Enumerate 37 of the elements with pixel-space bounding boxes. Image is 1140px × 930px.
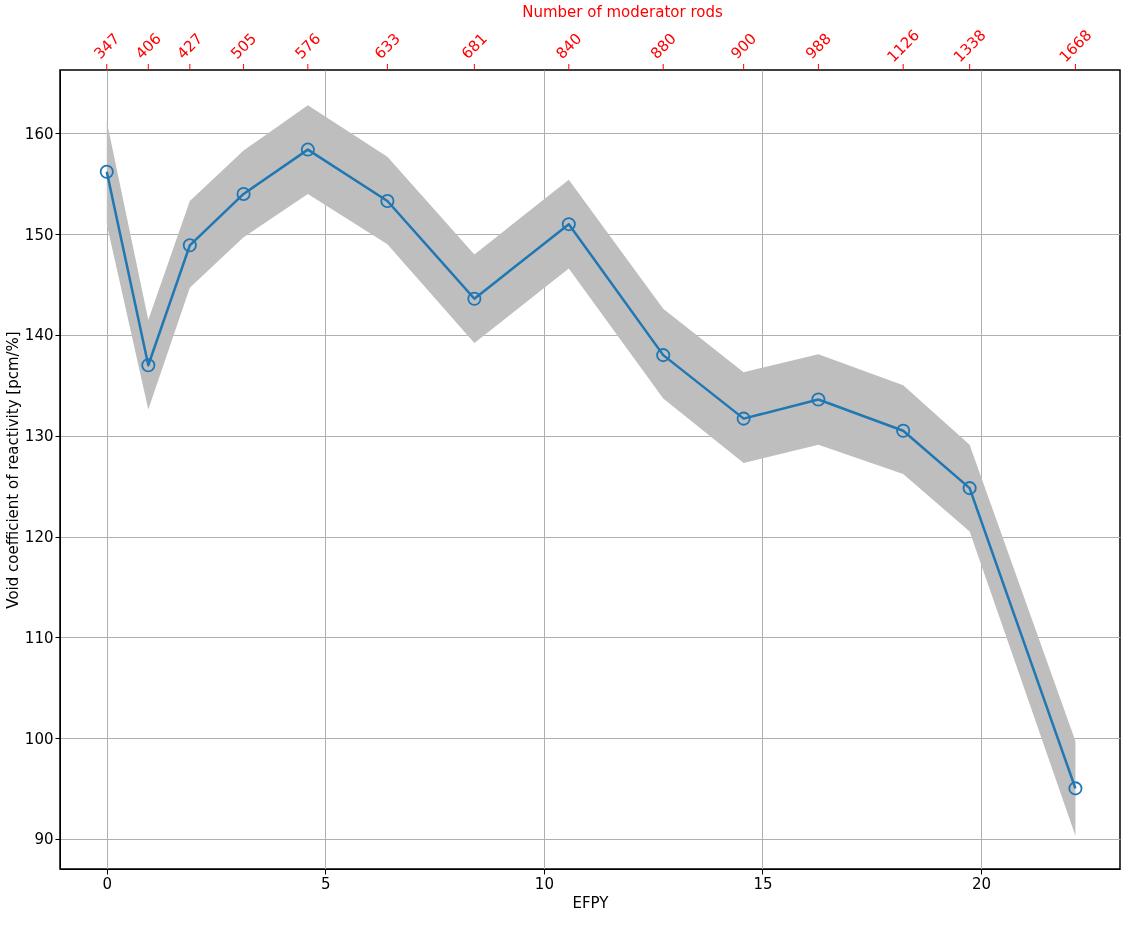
- annotation: 406: [131, 29, 165, 63]
- x-tick-label: 15: [753, 874, 773, 893]
- point: [380, 193, 395, 208]
- y-tick-label: 140: [24, 326, 54, 345]
- x-tick-label: 20: [971, 874, 992, 893]
- point: [896, 423, 911, 438]
- x-tick-label: 5: [321, 874, 331, 893]
- point: [236, 186, 251, 201]
- point: [99, 164, 114, 179]
- y-tick-label: 150: [24, 225, 54, 244]
- y-axis-title: Void coefficient of reactivity [pcm/%]: [3, 331, 22, 609]
- point: [962, 481, 977, 496]
- point: [300, 142, 315, 157]
- x-tick-label: 10: [534, 874, 554, 893]
- point: [1068, 781, 1083, 796]
- y-tick-label: 130: [24, 427, 54, 446]
- y-tick-label: 90: [34, 830, 54, 849]
- annotation: 681: [457, 29, 491, 63]
- annotation: 900: [727, 29, 761, 63]
- x-axis-title: EFPY: [572, 893, 610, 912]
- x-tick-label: 0: [102, 874, 113, 893]
- y-tick-label: 100: [24, 729, 54, 748]
- annotation: 633: [370, 29, 404, 63]
- y-tick-label: 160: [24, 124, 54, 143]
- point: [736, 411, 751, 426]
- y-tick-label: 110: [24, 628, 54, 647]
- point: [467, 291, 482, 306]
- annotation: 880: [646, 29, 680, 63]
- point: [811, 392, 826, 407]
- point: [561, 217, 576, 232]
- point: [182, 238, 197, 253]
- y-tick-label: 120: [24, 528, 54, 546]
- point: [141, 358, 156, 373]
- annotation: 427: [173, 29, 207, 63]
- annotation: 840: [552, 29, 586, 63]
- x2-axis-title: Number of moderator rods: [522, 3, 723, 21]
- point: [656, 348, 671, 363]
